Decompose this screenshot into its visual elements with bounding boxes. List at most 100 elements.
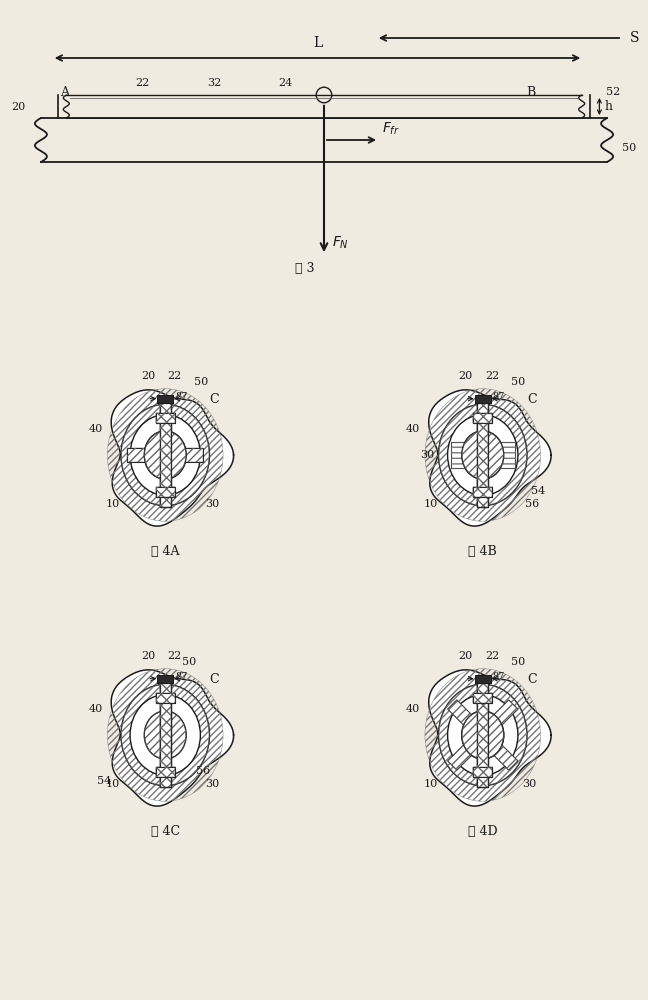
Bar bbox=[160, 683, 170, 787]
Text: 10: 10 bbox=[106, 779, 120, 789]
Text: 30: 30 bbox=[421, 450, 435, 460]
Bar bbox=[474, 693, 492, 703]
Bar bbox=[156, 487, 174, 497]
Ellipse shape bbox=[448, 695, 518, 775]
Bar bbox=[474, 487, 492, 497]
Bar bbox=[160, 683, 170, 787]
Bar bbox=[478, 683, 488, 787]
Bar bbox=[474, 487, 492, 497]
Bar bbox=[157, 675, 173, 683]
Ellipse shape bbox=[121, 684, 209, 786]
Ellipse shape bbox=[130, 695, 200, 775]
Text: 50: 50 bbox=[511, 377, 526, 387]
Text: 50: 50 bbox=[622, 143, 636, 153]
Text: 10: 10 bbox=[423, 779, 437, 789]
Polygon shape bbox=[111, 390, 233, 526]
Bar bbox=[478, 403, 488, 507]
Bar bbox=[157, 395, 173, 403]
Ellipse shape bbox=[439, 404, 527, 506]
Text: 87: 87 bbox=[175, 392, 188, 401]
Text: 20: 20 bbox=[459, 371, 473, 381]
Text: 20: 20 bbox=[459, 651, 473, 661]
Text: 54: 54 bbox=[531, 486, 545, 496]
Ellipse shape bbox=[439, 684, 527, 786]
Bar bbox=[474, 413, 492, 423]
Text: $F_N$: $F_N$ bbox=[332, 235, 349, 251]
Text: 22: 22 bbox=[167, 371, 181, 381]
Bar bbox=[156, 767, 174, 777]
Ellipse shape bbox=[121, 404, 209, 506]
Text: L: L bbox=[313, 36, 322, 50]
Text: A: A bbox=[60, 86, 69, 99]
Text: 56: 56 bbox=[196, 766, 211, 776]
Bar bbox=[475, 395, 491, 403]
Text: 图 4B: 图 4B bbox=[469, 545, 497, 558]
Bar bbox=[156, 413, 174, 423]
Text: 87: 87 bbox=[175, 672, 188, 681]
Bar bbox=[156, 487, 174, 497]
Bar bbox=[490, 742, 518, 770]
Text: 87: 87 bbox=[492, 392, 505, 401]
Bar bbox=[156, 693, 174, 703]
Polygon shape bbox=[111, 670, 233, 806]
Text: 50: 50 bbox=[194, 377, 208, 387]
Bar bbox=[448, 742, 476, 770]
Text: h: h bbox=[605, 100, 612, 113]
Bar bbox=[160, 403, 170, 507]
Bar bbox=[160, 403, 170, 507]
Bar bbox=[156, 767, 174, 777]
Text: 50: 50 bbox=[182, 657, 196, 667]
Text: C: C bbox=[527, 673, 537, 686]
Bar bbox=[478, 403, 488, 507]
Bar bbox=[478, 683, 488, 787]
Bar bbox=[474, 767, 492, 777]
Bar bbox=[156, 693, 174, 703]
Text: 图 4A: 图 4A bbox=[151, 545, 179, 558]
Bar bbox=[490, 700, 518, 728]
Bar bbox=[450, 442, 515, 468]
Bar bbox=[478, 683, 488, 787]
Text: 30: 30 bbox=[205, 499, 219, 509]
Bar bbox=[183, 448, 203, 462]
Text: 10: 10 bbox=[423, 499, 437, 509]
Text: 图 3: 图 3 bbox=[295, 261, 314, 274]
Text: C: C bbox=[527, 393, 537, 406]
Bar bbox=[474, 767, 492, 777]
Bar bbox=[156, 487, 174, 497]
Text: 40: 40 bbox=[406, 424, 420, 434]
Bar bbox=[156, 767, 174, 777]
Bar bbox=[478, 403, 488, 507]
Text: 10: 10 bbox=[106, 499, 120, 509]
Text: 87: 87 bbox=[492, 672, 505, 681]
Bar bbox=[448, 742, 476, 770]
Text: 52: 52 bbox=[606, 87, 620, 97]
Text: 22: 22 bbox=[485, 371, 499, 381]
Bar bbox=[160, 683, 170, 787]
Text: B: B bbox=[527, 86, 536, 99]
Text: 20: 20 bbox=[141, 651, 156, 661]
Text: 40: 40 bbox=[88, 424, 102, 434]
Bar bbox=[156, 413, 174, 423]
Text: 24: 24 bbox=[278, 78, 292, 88]
Bar bbox=[490, 742, 518, 770]
Ellipse shape bbox=[145, 711, 186, 759]
Ellipse shape bbox=[145, 431, 186, 479]
Bar bbox=[127, 448, 147, 462]
Bar bbox=[160, 403, 170, 507]
Text: 22: 22 bbox=[485, 651, 499, 661]
Bar bbox=[474, 413, 492, 423]
Bar bbox=[127, 448, 147, 462]
Text: 56: 56 bbox=[526, 499, 540, 509]
Text: 图 4C: 图 4C bbox=[151, 825, 179, 838]
Bar bbox=[474, 487, 492, 497]
Bar bbox=[474, 487, 492, 497]
Text: 22: 22 bbox=[135, 78, 150, 88]
Text: 22: 22 bbox=[167, 651, 181, 661]
Text: 图 4D: 图 4D bbox=[468, 825, 498, 838]
Bar bbox=[474, 767, 492, 777]
Bar bbox=[160, 403, 170, 507]
Bar bbox=[475, 395, 491, 403]
Ellipse shape bbox=[130, 415, 200, 495]
Ellipse shape bbox=[462, 431, 503, 479]
Text: 40: 40 bbox=[88, 704, 102, 714]
